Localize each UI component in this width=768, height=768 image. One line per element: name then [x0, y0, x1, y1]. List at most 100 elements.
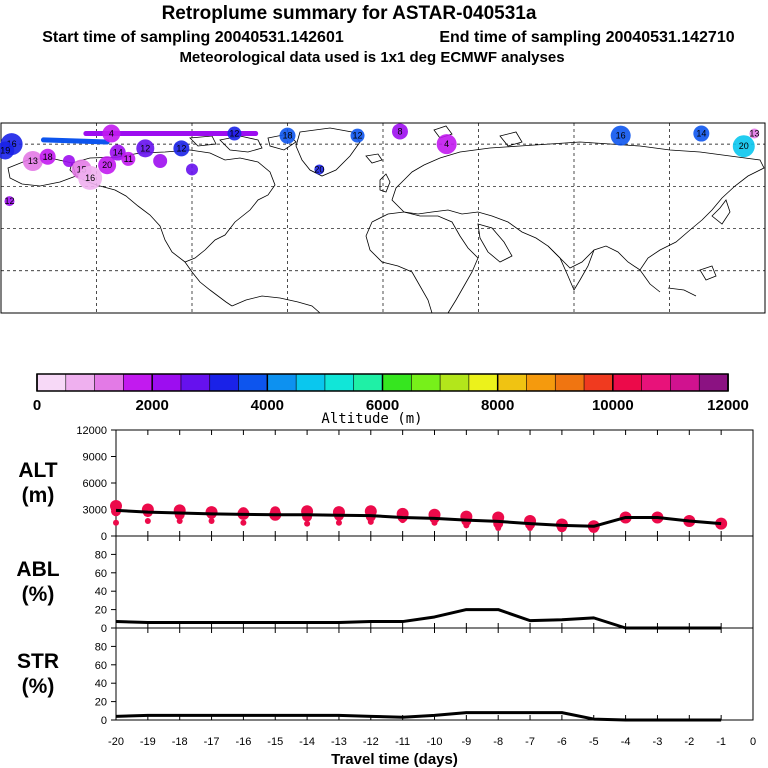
arctic-island-3 — [189, 135, 217, 147]
plume-cluster-label: 12 — [353, 131, 363, 141]
alt-sample-point — [144, 517, 151, 524]
str-ytick-label: 0 — [101, 715, 107, 727]
alt-ytick-label: 0 — [101, 531, 107, 543]
time-xtick-label: -6 — [557, 736, 567, 748]
plume-cluster-label: 19 — [0, 145, 10, 155]
north-america-coast — [69, 149, 276, 263]
plume-cluster-label: 11 — [124, 154, 133, 164]
abl-ytick-label: 0 — [101, 623, 107, 635]
alt-panel: 0 3000 6000 9000 12000 ALT(m) — [18, 425, 754, 543]
plume-cluster-label: 12 — [176, 143, 186, 153]
alt-sample-point — [431, 519, 438, 526]
plume-cluster — [732, 135, 755, 158]
colorbar-tick-label: 0 — [33, 397, 41, 414]
alt-series-line — [115, 508, 722, 528]
str-series-line — [115, 711, 722, 722]
plume-cluster — [78, 165, 103, 190]
alt-ytick-label: 6000 — [83, 478, 107, 490]
plume-cluster-label: 16 — [616, 131, 626, 141]
plume-cluster — [436, 134, 457, 155]
plume-cluster-label: 16 — [85, 173, 95, 183]
time-xtick-label: -11 — [395, 736, 410, 748]
colorbar-ticks: 0 2000 4000 6000 8000 10000 12000 — [33, 374, 749, 414]
japan-coast — [711, 199, 731, 225]
alt-yunit: (m) — [22, 484, 55, 507]
plume-cluster — [350, 128, 365, 143]
colorbar-cell — [641, 373, 672, 392]
abl-frame — [115, 535, 754, 629]
plume-cluster-label: 18 — [282, 131, 292, 141]
plume-cluster-label: 14 — [696, 129, 706, 139]
abl-panel: 0 20 40 60 80 ABL(%) — [16, 535, 754, 635]
alt-sample-point — [367, 518, 374, 525]
altitude-colorbar: 0 2000 4000 6000 8000 10000 12000 Altitude (m) — [33, 373, 749, 427]
colorbar-tick-label: 4000 — [251, 397, 284, 414]
map-graticule — [1, 123, 765, 313]
plume-cluster — [22, 151, 43, 171]
end-time-label: End time of sampling 20040531.142710 — [439, 29, 734, 46]
figure-title: Retroplume summary for ASTAR-040531a — [162, 3, 537, 24]
time-xtick-label: -12 — [363, 736, 379, 748]
plume-cluster-label: 12 — [229, 129, 239, 139]
colorbar-cell — [612, 373, 643, 392]
alt-sample-point — [527, 525, 534, 532]
time-xtick-label: -3 — [653, 736, 663, 748]
alt-ytick-label: 9000 — [83, 452, 107, 464]
abl-ytick-label: 80 — [95, 549, 107, 561]
plume-cluster — [227, 126, 242, 141]
colorbar-cell — [468, 373, 499, 392]
time-xtick-label: -5 — [589, 736, 599, 748]
time-xtick-label: -15 — [267, 736, 283, 748]
colorbar-cell — [382, 373, 412, 392]
colorbar-cell — [554, 373, 585, 392]
str-frame — [115, 627, 754, 721]
plume-cluster — [136, 139, 155, 158]
time-xtick-label: -8 — [493, 736, 503, 748]
colorbar-tick-label: 10000 — [592, 397, 634, 414]
abl-ytick-label: 20 — [95, 605, 107, 617]
plume-cluster-label: 13 — [28, 156, 38, 166]
retroplume-map: 1619131815162014111241212181284201614201… — [0, 122, 766, 314]
greenland-coast — [295, 127, 361, 177]
plume-cluster — [102, 124, 121, 143]
map-plume-clusters: 1619131815162014111241212181284201614201… — [0, 123, 759, 207]
africa-coast — [365, 211, 479, 314]
time-xtick-label: -9 — [461, 736, 471, 748]
abl-series-line — [115, 608, 722, 630]
time-xtick-label: -4 — [621, 736, 631, 748]
colorbar-cell — [65, 373, 96, 392]
colorbar-cell — [497, 373, 528, 392]
plume-cluster — [391, 123, 408, 140]
abl-ytick-label: 40 — [95, 586, 107, 598]
plume-cluster — [153, 154, 168, 168]
arabia-coast — [477, 223, 513, 263]
plume-cluster — [279, 127, 296, 144]
colorbar-cell — [180, 373, 211, 392]
str-ytick-label: 80 — [95, 641, 107, 653]
india-coast — [547, 245, 595, 291]
time-xtick-label: -20 — [108, 736, 124, 748]
plume-cluster-label: 12 — [4, 196, 14, 206]
abl-yunit: (%) — [22, 583, 55, 606]
plume-cluster-label: 20 — [314, 164, 324, 174]
plume-cluster-label: 20 — [739, 141, 749, 151]
plume-cluster-label: 4 — [109, 129, 114, 139]
str-yunit: (%) — [22, 675, 55, 698]
colorbar-cell — [353, 373, 384, 392]
colorbar-tick-label: 2000 — [135, 397, 168, 414]
colorbar-cell — [151, 373, 182, 392]
alt-sample-point — [176, 517, 183, 524]
plume-cluster — [4, 196, 15, 207]
time-xtick-label: -10 — [427, 736, 443, 748]
time-series-panels: 030006000900012000ALT(m)020406080ABL(%)0… — [16, 425, 756, 768]
colorbar-cell — [526, 373, 556, 392]
abl-ytick-label: 60 — [95, 568, 107, 580]
alt-ylabel: ALT — [18, 459, 57, 482]
south-america-coast — [231, 295, 321, 314]
time-xlabel: Travel time (days) — [331, 751, 458, 768]
alt-sample-point — [208, 517, 215, 524]
alt-sample-point — [304, 520, 311, 527]
start-time-label: Start time of sampling 20040531.142601 — [42, 29, 344, 46]
plume-cluster — [109, 144, 126, 161]
